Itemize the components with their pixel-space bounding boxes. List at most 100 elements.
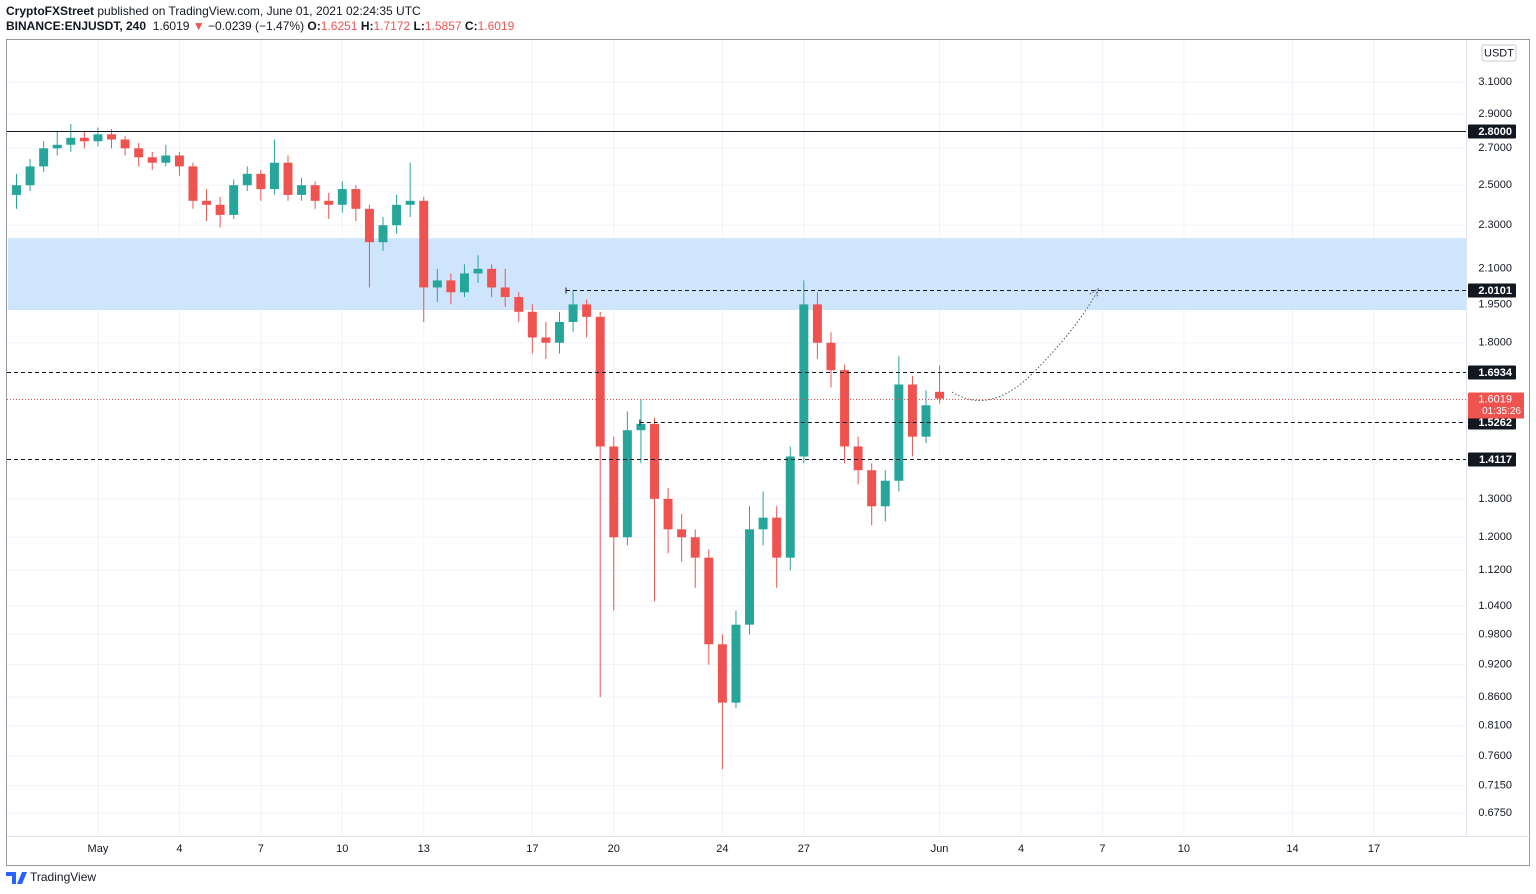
candle-body bbox=[147, 157, 157, 163]
level-label: 1.5262 bbox=[1478, 417, 1512, 429]
candle-body bbox=[202, 200, 212, 205]
candle-body bbox=[487, 268, 497, 288]
candle-body bbox=[351, 189, 361, 209]
high-value: 1.7172 bbox=[373, 19, 411, 33]
y-tick-label: 1.9500 bbox=[1478, 298, 1512, 310]
candle-body bbox=[269, 162, 279, 190]
y-tick-label: 0.6750 bbox=[1478, 807, 1512, 819]
x-tick-label: 7 bbox=[1099, 843, 1105, 855]
candle-body bbox=[894, 384, 904, 481]
candle-body bbox=[867, 470, 877, 507]
level-label: 2.0101 bbox=[1478, 285, 1512, 297]
candle-body bbox=[677, 529, 687, 538]
level-label: 1.6934 bbox=[1478, 367, 1513, 379]
y-tick-label: 0.9200 bbox=[1478, 659, 1512, 671]
candle-body bbox=[337, 189, 347, 205]
x-tick-label: 10 bbox=[336, 843, 348, 855]
candle-body bbox=[704, 557, 714, 645]
candle-body bbox=[107, 134, 117, 140]
x-tick-label: Jun bbox=[931, 843, 949, 855]
candle-body bbox=[717, 644, 727, 703]
candle-body bbox=[310, 185, 320, 201]
candle-body bbox=[473, 268, 483, 274]
last-price-label: 1.6019 bbox=[1478, 393, 1512, 405]
candle-body bbox=[650, 423, 659, 499]
change: −0.0239 (−1.47%) bbox=[208, 19, 305, 33]
y-tick-label: 2.7000 bbox=[1478, 142, 1512, 154]
y-tick-label: 0.7150 bbox=[1478, 779, 1512, 791]
candle-body bbox=[432, 280, 442, 288]
projection-arrow bbox=[951, 291, 1098, 401]
y-tick-label: 2.9000 bbox=[1478, 108, 1512, 120]
y-tick-label: 1.8000 bbox=[1478, 337, 1512, 349]
candle-body bbox=[853, 446, 863, 471]
candle-body bbox=[188, 166, 198, 201]
y-tick-label: 0.7600 bbox=[1478, 750, 1512, 762]
x-tick-label: May bbox=[88, 843, 109, 855]
frame bbox=[6, 39, 1530, 866]
candle-body bbox=[500, 287, 510, 298]
candle-body bbox=[772, 517, 782, 558]
candle-body bbox=[582, 304, 592, 317]
candle-body bbox=[826, 342, 836, 371]
candle-body bbox=[745, 529, 755, 625]
candle-body bbox=[39, 148, 49, 167]
arrow-head bbox=[1089, 288, 1099, 299]
level-label: 1.4117 bbox=[1479, 454, 1512, 466]
countdown: 01:35:26 bbox=[1482, 406, 1521, 417]
y-tick-label: 2.3000 bbox=[1478, 219, 1512, 231]
y-tick-label: 0.9800 bbox=[1478, 628, 1512, 640]
x-tick-label: 17 bbox=[526, 843, 538, 855]
y-tick-label: 0.8600 bbox=[1478, 691, 1512, 703]
candle-body bbox=[595, 316, 605, 447]
candle-body bbox=[324, 200, 334, 205]
y-tick-label: 2.1000 bbox=[1478, 263, 1512, 275]
candle-body bbox=[785, 456, 795, 558]
level-badge bbox=[1468, 365, 1516, 380]
candle-body bbox=[392, 204, 402, 226]
y-tick-label: 1.3000 bbox=[1478, 493, 1512, 505]
candle-body bbox=[93, 134, 103, 142]
candle-body bbox=[242, 173, 252, 186]
open-label: O: bbox=[307, 19, 321, 33]
candle-body bbox=[229, 185, 239, 215]
y-tick-label: 1.1200 bbox=[1478, 564, 1512, 576]
candle-body bbox=[297, 185, 307, 195]
candle-body bbox=[134, 148, 144, 158]
low-value: 1.5857 bbox=[424, 19, 462, 33]
candle-body bbox=[378, 225, 388, 243]
brand: TradingView bbox=[30, 870, 96, 884]
candle-body bbox=[446, 280, 456, 293]
candle-body bbox=[636, 423, 646, 431]
header-line: CryptoFXStreet published on TradingView.… bbox=[6, 4, 514, 19]
zone bbox=[8, 238, 1466, 311]
author: CryptoFXStreet bbox=[6, 4, 95, 18]
candle-body bbox=[799, 304, 809, 457]
header: CryptoFXStreet published on TradingView.… bbox=[6, 4, 514, 34]
y-tick-label: 3.1000 bbox=[1478, 76, 1512, 88]
candle-body bbox=[812, 304, 822, 343]
candle-body bbox=[840, 370, 850, 447]
level-badge bbox=[1468, 452, 1516, 467]
candle-body bbox=[555, 321, 564, 343]
x-tick-label: 24 bbox=[716, 843, 728, 855]
x-tick-label: 17 bbox=[1368, 843, 1380, 855]
close-label: C: bbox=[464, 19, 478, 33]
candle-body bbox=[663, 498, 673, 530]
currency-badge[interactable] bbox=[1481, 44, 1517, 62]
level-badge bbox=[1468, 415, 1516, 430]
candle-body bbox=[921, 405, 931, 437]
candle-body bbox=[758, 517, 768, 530]
close-value: 1.6019 bbox=[477, 19, 515, 33]
x-tick-label: 4 bbox=[176, 843, 182, 855]
candle-body bbox=[283, 162, 293, 195]
currency: USDT bbox=[1484, 47, 1514, 59]
candle-body bbox=[174, 155, 184, 167]
candle-body bbox=[364, 208, 374, 243]
symbol: BINANCE:ENJUSDT, 240 bbox=[6, 19, 147, 33]
candle-body bbox=[52, 144, 62, 149]
candle-body bbox=[405, 200, 415, 205]
published: published on TradingView.com, June 01, 2… bbox=[97, 4, 421, 18]
low-label: L: bbox=[413, 19, 425, 33]
